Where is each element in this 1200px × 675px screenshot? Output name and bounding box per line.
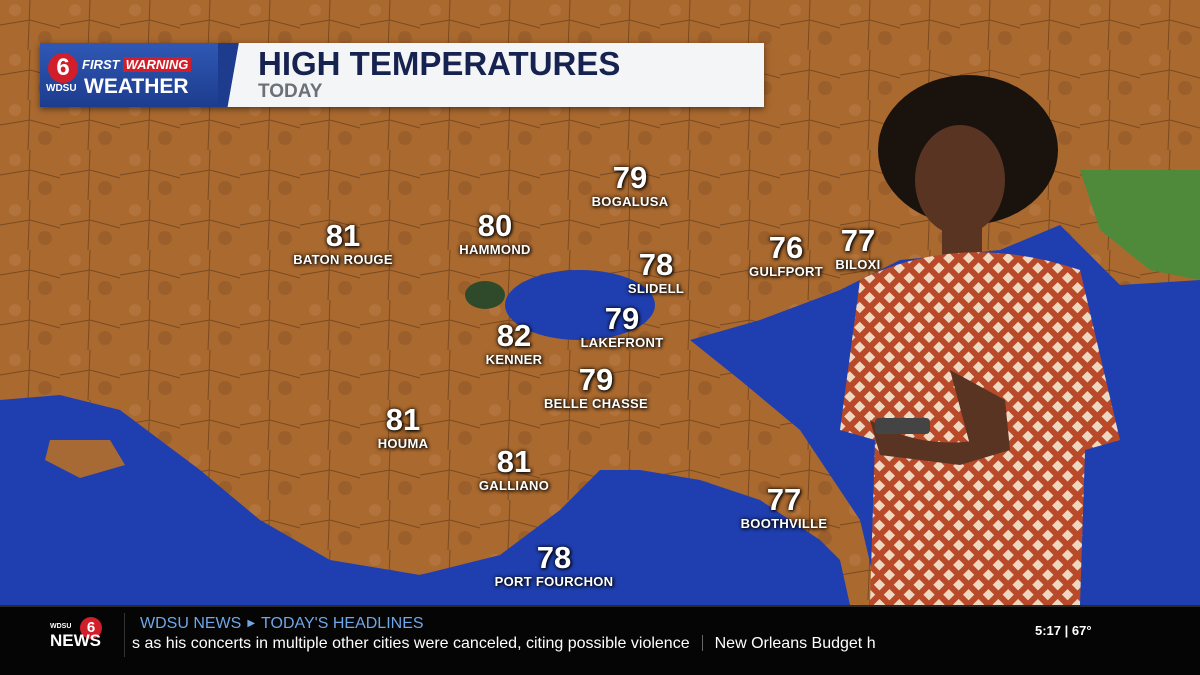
temp-value: 78 bbox=[638, 247, 674, 282]
city-name: HOUMA bbox=[377, 436, 429, 451]
city-belle-chasse: 79 BELLE CHASSE bbox=[543, 362, 649, 412]
city-name: HAMMOND bbox=[459, 242, 531, 257]
city-port-fourchon: 78 PORT FOURCHON bbox=[494, 540, 614, 590]
city-hammond: 80 HAMMOND bbox=[459, 208, 531, 258]
graphic-banner: 6 FIRST WARNING WDSU WEATHER HIGH TEMPERA… bbox=[40, 43, 764, 107]
weather-label: WEATHER bbox=[84, 75, 189, 98]
city-name: BELLE CHASSE bbox=[543, 396, 649, 411]
city-baton-rouge: 81 BATON ROUGE bbox=[293, 218, 393, 268]
title-box: HIGH TEMPERATURES TODAY bbox=[248, 43, 764, 107]
ticker-section: WDSU NEWS bbox=[140, 615, 242, 632]
page-title: HIGH TEMPERATURES bbox=[258, 45, 621, 82]
warning-text: WARNING bbox=[122, 57, 192, 72]
logo-news: NEWS bbox=[50, 631, 101, 650]
logo-six: 6 bbox=[80, 617, 102, 639]
city-name: BILOXI bbox=[835, 257, 881, 272]
gulf-water bbox=[0, 395, 850, 605]
first-text: FIRST bbox=[82, 57, 120, 72]
ticker-divider bbox=[124, 613, 125, 657]
temp-value: 82 bbox=[496, 318, 532, 353]
page-subtitle: TODAY bbox=[258, 81, 323, 102]
ticker-subsection: TODAY'S HEADLINES bbox=[261, 615, 424, 632]
temp-value: 77 bbox=[840, 223, 876, 258]
temp-value: 78 bbox=[536, 540, 572, 575]
marsh-island bbox=[45, 440, 125, 478]
city-name: KENNER bbox=[485, 352, 543, 367]
wdsu-6-logo: 6 bbox=[48, 53, 78, 83]
news-ticker: WDSU 6 NEWS WDSU NEWS ▶ TODAY'S HEADLINES … bbox=[0, 605, 1200, 675]
city-name: BOGALUSA bbox=[591, 194, 669, 209]
clock-time: 5:17 bbox=[1035, 623, 1062, 638]
headline: New Orleans Budget h bbox=[714, 635, 876, 652]
city-galliano: 81 GALLIANO bbox=[478, 444, 550, 494]
lake-pontchartrain bbox=[505, 270, 655, 340]
current-temp: 67° bbox=[1071, 623, 1092, 638]
ticker-heading: WDSU NEWS ▶ TODAY'S HEADLINES bbox=[140, 615, 424, 633]
network-label: WDSU bbox=[46, 83, 77, 94]
logo-wdsu: WDSU bbox=[50, 623, 72, 630]
city-biloxi: 77 BILOXI bbox=[835, 223, 881, 273]
temp-value: 81 bbox=[496, 444, 532, 479]
lake-maurepas bbox=[465, 281, 505, 309]
city-name: LAKEFRONT bbox=[580, 335, 664, 350]
temp-value: 79 bbox=[578, 362, 614, 397]
florida-land bbox=[1080, 170, 1200, 280]
temp-value: 77 bbox=[766, 482, 802, 517]
first-warning-label: FIRST WARNING bbox=[82, 57, 192, 72]
headline-separator bbox=[701, 635, 703, 651]
first-warning-weather-logo: 6 FIRST WARNING WDSU WEATHER bbox=[40, 43, 218, 107]
city-name: BATON ROUGE bbox=[293, 252, 393, 267]
city-name: GALLIANO bbox=[478, 478, 550, 493]
temp-value: 81 bbox=[325, 218, 361, 253]
ticker-headlines: s as his concerts in multiple other citi… bbox=[132, 635, 1007, 653]
temp-value: 80 bbox=[477, 208, 513, 243]
play-arrow-icon: ▶ bbox=[247, 618, 256, 629]
city-name: SLIDELL bbox=[627, 281, 685, 296]
temp-value: 79 bbox=[612, 160, 648, 195]
temp-value: 79 bbox=[604, 301, 640, 336]
temp-value: 76 bbox=[768, 230, 804, 265]
temp-value: 81 bbox=[385, 402, 421, 437]
banner-divider bbox=[218, 43, 248, 107]
city-lakefront: 79 LAKEFRONT bbox=[580, 301, 664, 351]
city-name: BOOTHVILLE bbox=[740, 516, 828, 531]
city-name: GULFPORT bbox=[749, 264, 823, 279]
city-kenner: 82 KENNER bbox=[485, 318, 543, 368]
time-temp: 5:17 | 67° bbox=[1035, 623, 1092, 638]
weather-map-stage: 81 BATON ROUGE 80 HAMMOND 79 BOGALUSA 78 SLI… bbox=[0, 0, 1200, 605]
city-houma: 81 HOUMA bbox=[377, 402, 429, 452]
city-name: PORT FOURCHON bbox=[494, 574, 614, 589]
headline: s as his concerts in multiple other citi… bbox=[132, 635, 690, 652]
meteorologist bbox=[840, 75, 1120, 605]
city-slidell: 78 SLIDELL bbox=[627, 247, 685, 297]
city-gulfport: 76 GULFPORT bbox=[749, 230, 823, 280]
city-boothville: 77 BOOTHVILLE bbox=[740, 482, 828, 532]
city-bogalusa: 79 BOGALUSA bbox=[591, 160, 669, 210]
